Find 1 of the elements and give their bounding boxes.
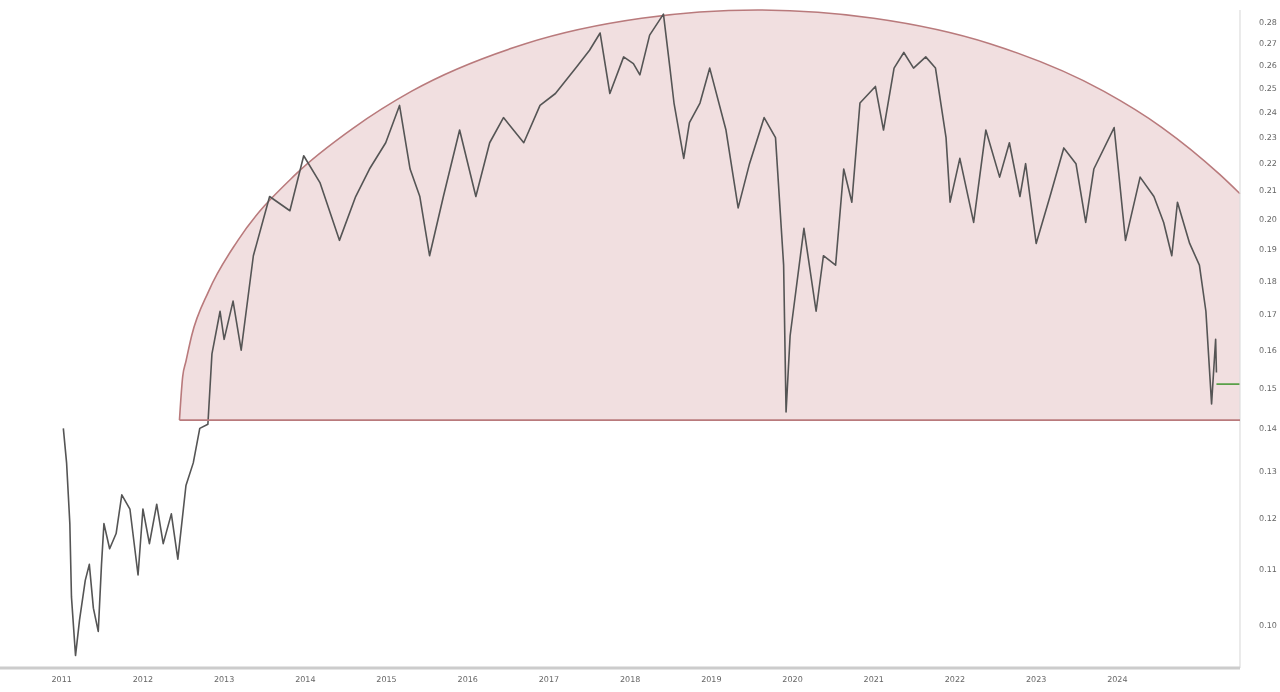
line-series xyxy=(62,13,1218,657)
